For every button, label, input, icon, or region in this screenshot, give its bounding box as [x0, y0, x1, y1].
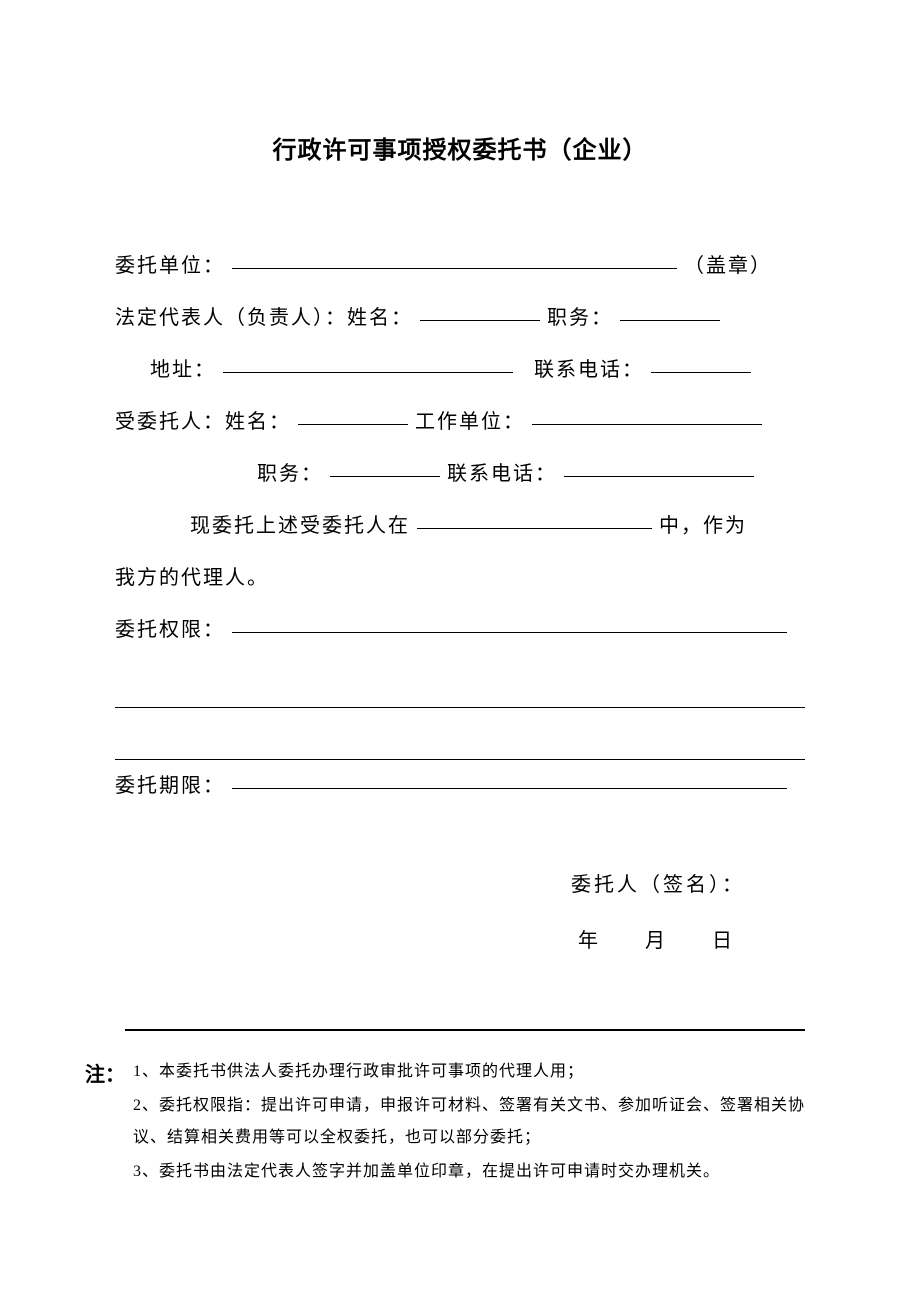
position2-field[interactable] — [330, 476, 440, 477]
entrusting-unit-field[interactable] — [232, 268, 677, 269]
work-unit-label: 工作单位： — [415, 411, 525, 433]
position2-label: 职务： — [257, 463, 323, 485]
agent-line: 我方的代理人。 — [115, 552, 805, 604]
auth-scope-field-1[interactable] — [232, 632, 787, 633]
declare-prefix: 现委托上述受委托人在 — [190, 515, 410, 537]
auth-scope-line: 委托权限： — [115, 604, 805, 656]
document-title: 行政许可事项授权委托书（企业） — [115, 130, 805, 165]
day-label: 日 — [712, 930, 735, 952]
address-line: 地址： 联系电话： — [115, 344, 805, 396]
position-field[interactable] — [620, 320, 720, 321]
contact-phone-label: 联系电话： — [534, 359, 644, 381]
contact-phone2-field[interactable] — [564, 476, 754, 477]
year-label: 年 — [578, 930, 601, 952]
trustee-label: 受委托人：姓名： — [115, 411, 291, 433]
seal-label: （盖章） — [684, 255, 772, 277]
date-line: 年 月 日 — [115, 913, 745, 969]
work-unit-field[interactable] — [532, 424, 762, 425]
trustee-line: 受委托人：姓名： 工作单位： — [115, 396, 805, 448]
note-2: 2、委托权限指：提出许可申请，申报许可材料、签署有关文书、参加听证会、签署相关协… — [133, 1090, 805, 1154]
contact-phone2-label: 联系电话： — [447, 463, 557, 485]
legal-rep-name-field[interactable] — [420, 320, 540, 321]
address-field[interactable] — [223, 372, 513, 373]
form-body: 委托单位： （盖章） 法定代表人（负责人）：姓名： 职务： 地址： 联系电话： … — [115, 240, 805, 812]
declare-suffix: 中，作为 — [659, 515, 747, 537]
legal-rep-label: 法定代表人（负责人）：姓名： — [115, 307, 413, 329]
note-label: 注： — [85, 1056, 125, 1087]
notes-body: 1、本委托书供法人委托办理行政审批许可事项的代理人用； 2、委托权限指：提出许可… — [125, 1056, 805, 1190]
note-3: 3、委托书由法定代表人签字并加盖单位印章，在提出许可申请时交办理机关。 — [133, 1156, 805, 1188]
auth-scope-label: 委托权限： — [115, 619, 225, 641]
position-label: 职务： — [547, 307, 613, 329]
month-label: 月 — [645, 930, 668, 952]
note-1: 1、本委托书供法人委托办理行政审批许可事项的代理人用； — [133, 1056, 805, 1088]
legal-rep-line: 法定代表人（负责人）：姓名： 职务： — [115, 292, 805, 344]
entrusting-unit-line: 委托单位： （盖章） — [115, 240, 805, 292]
address-label: 地址： — [150, 359, 216, 381]
signature-block: 委托人（签名）： 年 月 日 — [115, 857, 805, 969]
auth-period-label: 委托期限： — [115, 775, 225, 797]
trustee-position-line: 职务： 联系电话： — [115, 448, 805, 500]
auth-period-field[interactable] — [232, 788, 787, 789]
signature-label: 委托人（签名）： — [115, 857, 745, 913]
auth-scope-field-2[interactable] — [115, 656, 805, 708]
declare-matter-field[interactable] — [417, 528, 652, 529]
entrusting-unit-label: 委托单位： — [115, 255, 225, 277]
agent-text: 我方的代理人。 — [115, 567, 269, 589]
divider — [125, 1029, 805, 1031]
contact-phone-field[interactable] — [651, 372, 751, 373]
notes-section: 注： 1、本委托书供法人委托办理行政审批许可事项的代理人用； 2、委托权限指：提… — [85, 1056, 805, 1190]
auth-scope-field-3[interactable] — [115, 708, 805, 760]
declaration-line: 现委托上述受委托人在 中，作为 — [115, 500, 805, 552]
auth-period-line: 委托期限： — [115, 760, 805, 812]
trustee-name-field[interactable] — [298, 424, 408, 425]
